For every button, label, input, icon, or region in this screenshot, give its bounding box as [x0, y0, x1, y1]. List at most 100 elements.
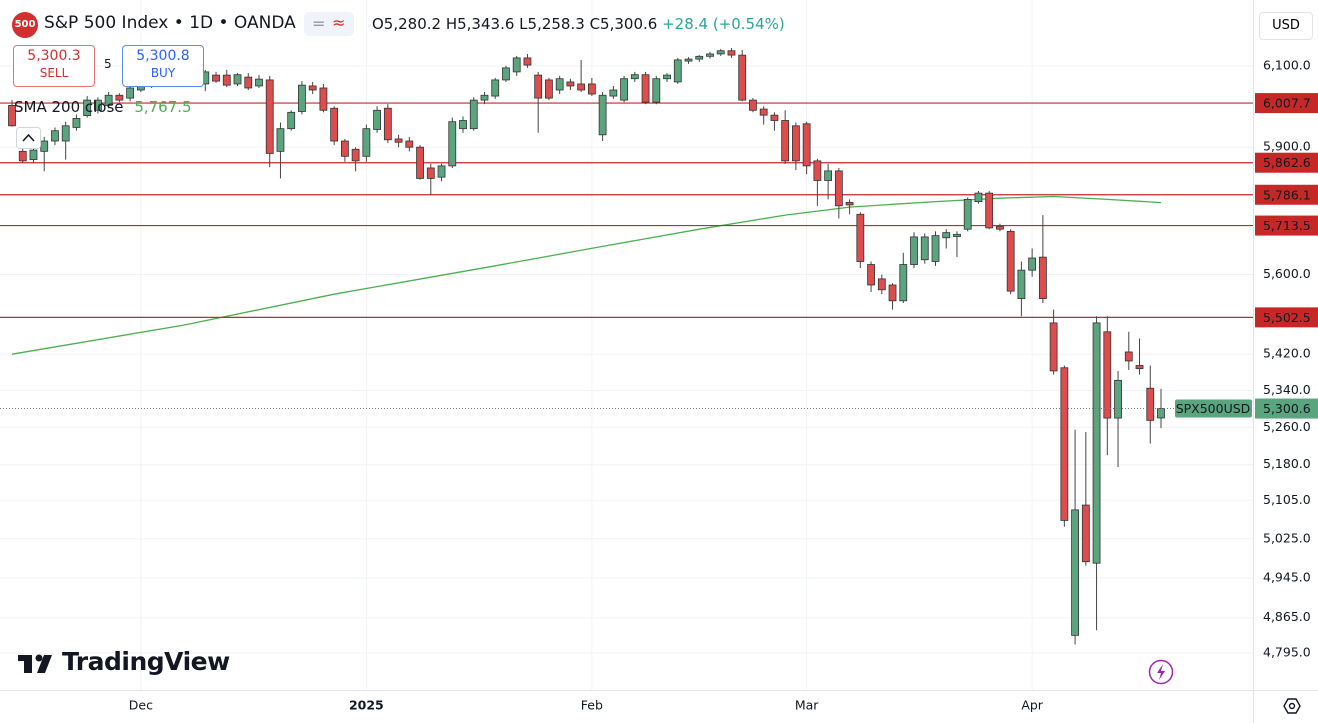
candle-body [8, 104, 16, 127]
candle-body [1157, 408, 1165, 419]
candle-body [749, 99, 757, 111]
candle-body [738, 54, 747, 101]
replay-icon[interactable] [1148, 659, 1174, 685]
buy-button[interactable]: 5,300.8 BUY [122, 45, 204, 87]
candle-body [491, 79, 500, 97]
candle-body [1049, 322, 1058, 372]
y-tick-label: 5,025.0 [1263, 530, 1311, 545]
candle-body [587, 83, 596, 95]
candle-body [920, 236, 929, 261]
candle-body [319, 87, 328, 111]
currency-button[interactable]: USD [1259, 12, 1313, 40]
candle-body [1103, 331, 1112, 419]
candle-body [1146, 387, 1155, 421]
candle-body [942, 232, 951, 239]
candle-body [61, 125, 70, 142]
candle-body [1135, 365, 1144, 370]
y-tick-label: 5,600.0 [1263, 266, 1311, 281]
spread: 5 [104, 57, 112, 71]
symbol-badge: 500 [12, 12, 38, 38]
candle-body [652, 78, 661, 103]
candle-body [963, 199, 972, 230]
grid [0, 0, 1253, 690]
symbol-tag-label: SPX500USD [1176, 401, 1251, 416]
candle-body [996, 225, 1004, 230]
settings-icon[interactable] [1283, 698, 1301, 714]
ohlc-legend: O5,280.2 H5,343.6 L5,258.3 C5,300.6 +28.… [372, 15, 785, 33]
price-tag [1255, 398, 1318, 419]
candle-body [695, 55, 704, 60]
level-tag-label: 5,862.6 [1263, 155, 1311, 170]
candle-body [523, 57, 532, 66]
candle-body [545, 79, 553, 99]
candle-body [1006, 230, 1015, 292]
candle-body [845, 202, 854, 206]
candle-body [255, 78, 263, 87]
close-label: C5,300.6 [589, 15, 658, 33]
low-label: L5,258.3 [519, 15, 585, 33]
candle-body [29, 149, 38, 161]
candle-body [362, 128, 371, 157]
sell-button[interactable]: 5,300.3 SELL [13, 45, 95, 87]
x-tick-label: 2025 [349, 698, 384, 713]
candle-body [244, 76, 253, 89]
candle-body [1028, 257, 1037, 271]
candle-body [212, 74, 220, 82]
collapse-button[interactable] [16, 127, 41, 149]
candle-body [759, 108, 768, 116]
y-tick-label: 5,900.0 [1263, 139, 1311, 154]
candle-body [437, 165, 446, 178]
candle-body [802, 123, 811, 167]
candle-body [620, 78, 628, 101]
y-tick-label: 6,100.0 [1263, 57, 1311, 72]
sma-line [11, 195, 1162, 355]
candle-body [598, 94, 607, 136]
candle-body [716, 50, 725, 55]
x-tick-label: Mar [795, 698, 819, 713]
candle-body [641, 74, 650, 103]
candle-body [469, 99, 478, 130]
candle-body [781, 120, 790, 162]
candle-body [448, 121, 457, 167]
level-tag-label: 5,713.5 [1263, 218, 1311, 233]
level-tag [1255, 307, 1318, 328]
y-tick-label: 5,105.0 [1263, 492, 1311, 507]
indicator-toggles[interactable]: = ≈ [304, 12, 354, 36]
candle-body [1092, 322, 1101, 564]
candle-body [351, 148, 360, 162]
open-label: O5,280.2 [372, 15, 442, 33]
sell-label: SELL [39, 66, 69, 80]
y-tick-label: 5,260.0 [1263, 419, 1311, 434]
candle-body [791, 125, 800, 162]
candle-body [888, 284, 897, 302]
tradingview-logo [18, 654, 52, 673]
candle-body [416, 146, 424, 179]
candle-body [459, 120, 467, 130]
level-tag [1255, 152, 1318, 173]
symbol-tag [1175, 399, 1252, 418]
sma-value: 5,767.5 [134, 98, 192, 116]
y-tick-label: 4,865.0 [1263, 609, 1311, 624]
candle-body [222, 74, 231, 86]
y-tick-label: 5,420.0 [1263, 346, 1311, 361]
candle-body [276, 128, 285, 152]
level-tag [1255, 184, 1318, 205]
brand-name: TradingView [62, 647, 230, 676]
candle-body [51, 130, 59, 142]
candle-body [115, 94, 124, 101]
candle-body [877, 278, 886, 291]
y-tick-label: 5,180.0 [1263, 456, 1311, 471]
candle-body [480, 94, 489, 101]
candle-body [1038, 256, 1047, 299]
candle-body [953, 233, 961, 237]
candle-body [813, 160, 822, 181]
candle-body [104, 94, 113, 106]
candle-body [899, 264, 908, 302]
candle-body [373, 109, 382, 130]
candle-body [512, 57, 521, 73]
candle-body [1071, 509, 1079, 636]
candle-body [834, 170, 843, 207]
candle-body [1124, 351, 1133, 362]
